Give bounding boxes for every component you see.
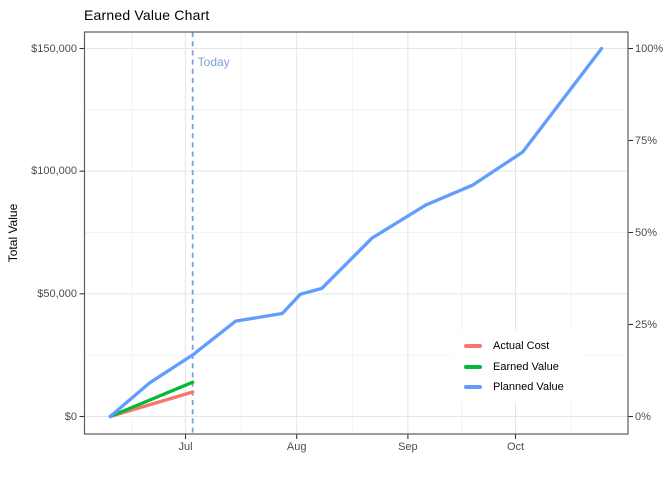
legend-item-actual-cost: Actual Cost xyxy=(451,340,584,352)
today-label: Today xyxy=(197,55,230,69)
y-left-tick-label: $50,000 xyxy=(37,287,77,300)
x-tick-label: Sep xyxy=(398,441,418,453)
chart-legend: Actual Cost Earned Value Planned Value xyxy=(451,331,584,402)
x-tick-label: Jul xyxy=(178,441,193,453)
y-axis-title: Total Value xyxy=(6,203,20,263)
earned-value-swatch xyxy=(464,364,482,369)
legend-label-planned-value: Planned Value xyxy=(493,381,564,394)
y-right-tick-label: 100% xyxy=(635,42,664,55)
chart-title: Earned Value Chart xyxy=(84,7,210,23)
legend-item-planned-value: Planned Value xyxy=(451,381,584,393)
y-right-tick-label: 0% xyxy=(635,410,651,423)
planned-value-swatch xyxy=(464,385,482,390)
y-right-tick-label: 75% xyxy=(635,134,658,147)
y-right-tick-label: 25% xyxy=(635,318,658,331)
x-tick-label: Aug xyxy=(286,441,307,453)
y-left-tick-label: $100,000 xyxy=(31,165,77,178)
legend-label-actual-cost: Actual Cost xyxy=(493,339,550,352)
y-left-tick-label: $150,000 xyxy=(31,42,77,55)
legend-label-earned-value: Earned Value xyxy=(493,360,559,373)
actual-cost-swatch xyxy=(464,343,482,348)
y-left-tick-label: $0 xyxy=(64,410,77,423)
y-right-tick-label: 50% xyxy=(635,226,658,239)
x-tick-label: Oct xyxy=(506,441,525,453)
legend-item-earned-value: Earned Value xyxy=(451,361,584,373)
